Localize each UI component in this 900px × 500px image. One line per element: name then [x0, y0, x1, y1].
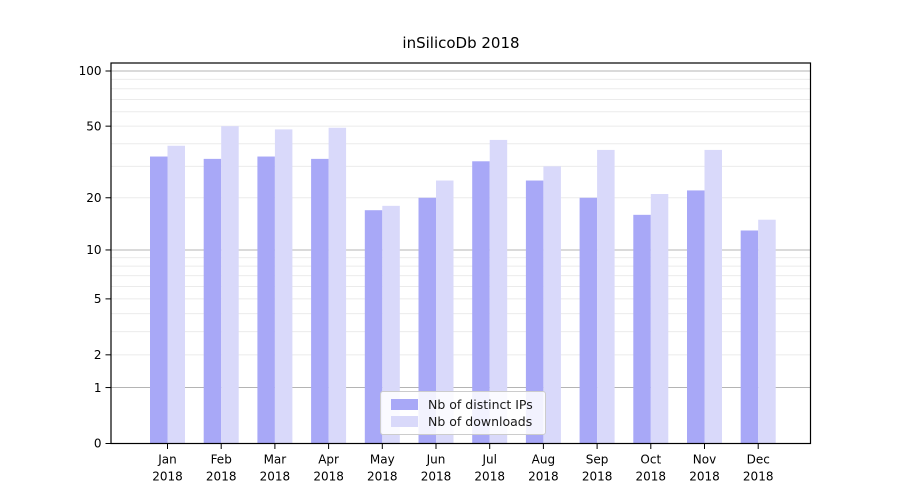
x-tick-label-month: Nov — [693, 453, 716, 467]
x-tick-label-month: May — [370, 453, 395, 467]
bar-nov-2018-distinct-ips — [687, 190, 705, 444]
bar-sep-2018-downloads — [597, 149, 615, 444]
x-tick-label-year: 2018 — [260, 470, 291, 484]
x-tick-label-year: 2018 — [636, 470, 667, 484]
x-tick-label-month: Aug — [532, 453, 555, 467]
x-tick-label-month: Jan — [157, 453, 177, 467]
y-tick-label: 10 — [86, 243, 101, 257]
bar-mar-2018-downloads — [274, 129, 293, 444]
x-tick-label-month: Mar — [264, 453, 287, 467]
x-tick-label-month: Sep — [586, 453, 609, 467]
x-tick-label-year: 2018 — [313, 470, 344, 484]
legend-label-downloads: Nb of downloads — [428, 414, 533, 429]
x-tick-label-month: Jul — [481, 453, 496, 467]
legend-item-distinct-ips: Nb of distinct IPs — [391, 397, 535, 412]
bar-aug-2018-downloads — [543, 166, 561, 444]
x-tick-label-month: Dec — [747, 453, 770, 467]
x-tick-label-month: Apr — [318, 453, 339, 467]
y-tick-label: 1 — [94, 381, 102, 395]
bar-jun-2018-distinct-ips — [418, 197, 436, 444]
bar-jul-2018-distinct-ips — [472, 161, 490, 444]
bar-apr-2018-downloads — [328, 127, 347, 444]
x-tick-label-year: 2018 — [421, 470, 452, 484]
x-tick-label-month: Jun — [426, 453, 446, 467]
plot-border — [110, 62, 812, 445]
legend-label-distinct-ips: Nb of distinct IPs — [428, 397, 533, 412]
chart-title: inSilicoDb 2018 — [402, 34, 520, 52]
y-tick-label: 50 — [86, 119, 101, 133]
bar-feb-2018-distinct-ips — [203, 158, 222, 444]
bar-jun-2018-downloads — [436, 180, 454, 444]
bar-jan-2018-distinct-ips — [150, 156, 168, 444]
x-tick-label-year: 2018 — [367, 470, 398, 484]
legend-swatch-distinct-ips — [391, 399, 418, 410]
x-tick-label-year: 2018 — [206, 470, 237, 484]
x-tick-label-month: Oct — [640, 453, 661, 467]
x-tick-label-year: 2018 — [152, 470, 183, 484]
x-tick-label-month: Feb — [211, 453, 232, 467]
bar-dec-2018-distinct-ips — [740, 230, 759, 444]
x-tick-label-year: 2018 — [743, 470, 774, 484]
bar-feb-2018-downloads — [221, 126, 239, 444]
bar-sep-2018-distinct-ips — [579, 197, 598, 444]
legend-swatch-downloads — [391, 416, 418, 427]
bar-aug-2018-distinct-ips — [525, 180, 544, 444]
bar-may-2018-downloads — [382, 205, 400, 444]
y-tick-label: 20 — [86, 191, 101, 205]
legend: Nb of distinct IPs Nb of downloads — [380, 391, 546, 435]
bar-may-2018-distinct-ips — [364, 210, 383, 444]
y-tick-label: 100 — [79, 64, 102, 78]
x-tick-label-year: 2018 — [582, 470, 613, 484]
bar-mar-2018-distinct-ips — [257, 156, 275, 444]
bar-apr-2018-distinct-ips — [311, 158, 329, 444]
y-tick-label: 2 — [94, 348, 102, 362]
bar-jul-2018-downloads — [489, 139, 508, 444]
bar-oct-2018-distinct-ips — [633, 214, 651, 444]
bar-nov-2018-downloads — [704, 149, 722, 444]
bar-jan-2018-downloads — [167, 145, 185, 444]
bar-dec-2018-downloads — [758, 219, 776, 444]
y-tick-label: 0 — [94, 437, 102, 451]
legend-item-downloads: Nb of downloads — [391, 414, 535, 429]
bar-oct-2018-downloads — [650, 194, 669, 444]
x-tick-label-year: 2018 — [528, 470, 559, 484]
x-tick-label-year: 2018 — [474, 470, 505, 484]
y-tick-label: 5 — [94, 292, 102, 306]
x-tick-label-year: 2018 — [689, 470, 720, 484]
